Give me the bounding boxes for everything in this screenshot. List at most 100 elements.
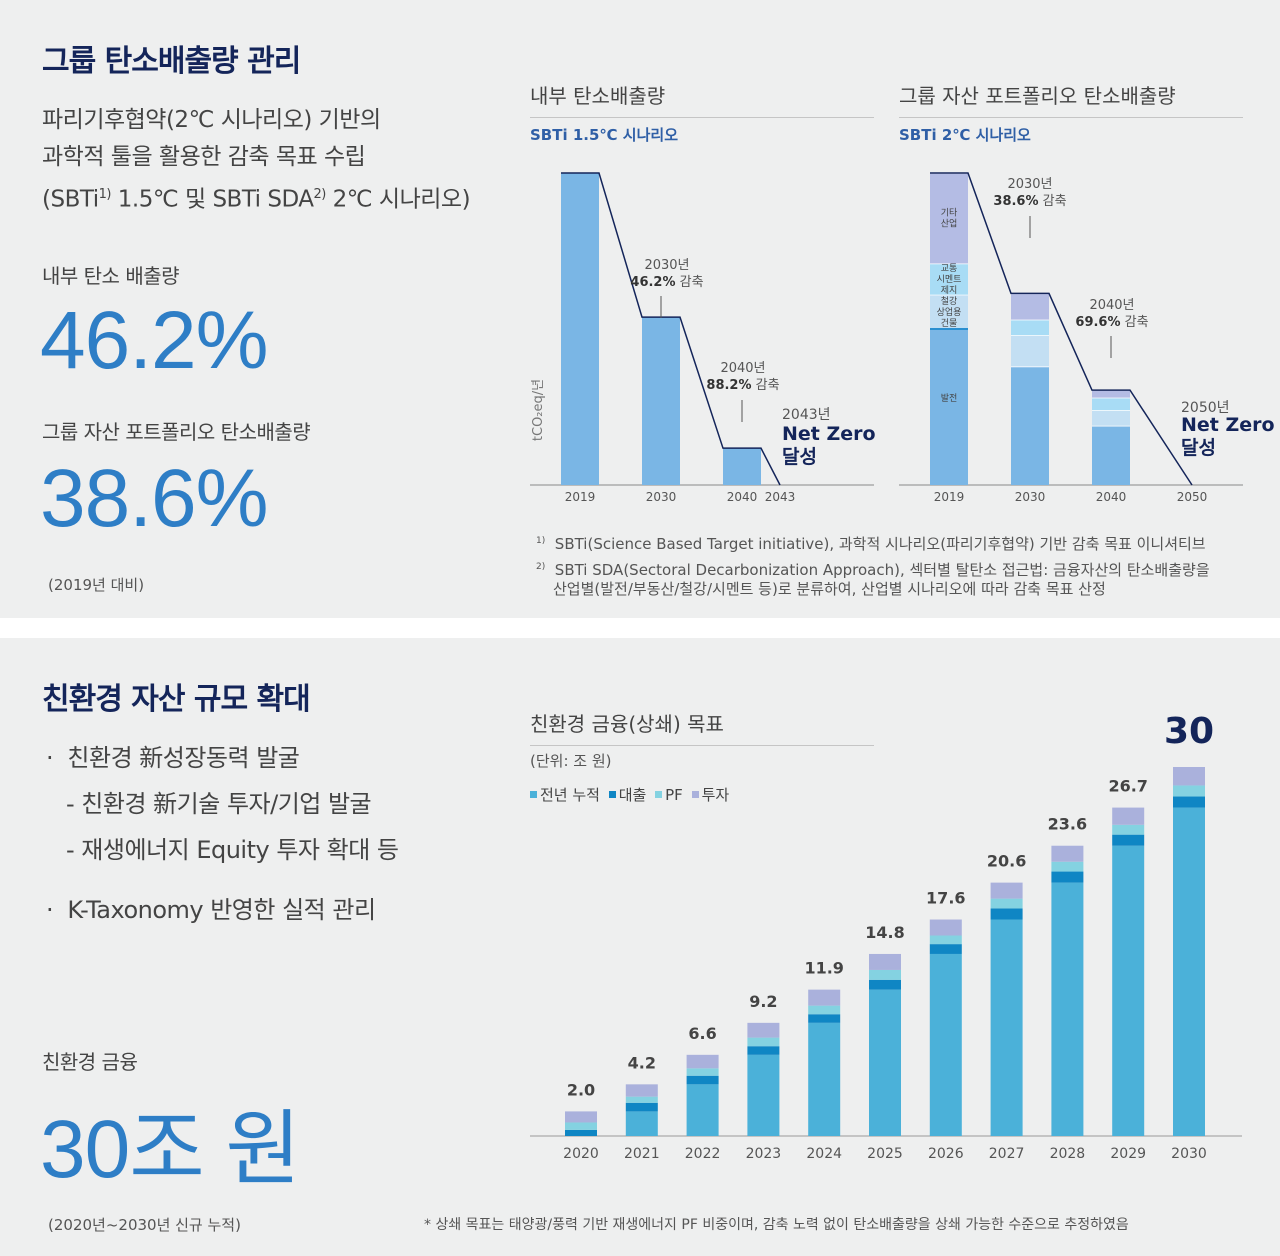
chart2-scenario: SBTi 2℃ 시나리오 [899,126,1031,144]
annotation-word: 감축 [1042,194,1067,209]
segment-label-steel: 상업용 [937,307,962,318]
chart3-total-label: 6.6 [688,1024,716,1043]
chart3-bar-segment [1051,861,1084,872]
footnote-1: 1) SBTi(Science Based Target initiative)… [536,530,1206,555]
green-finance-note: (2020년~2030년 신규 누적) [48,1216,241,1234]
subtitle-text: 2℃ 시나리오) [325,186,471,213]
chart2-tick: 2030 [1015,490,1046,504]
chart3-bar-segment [990,919,1023,1136]
chart3-tick: 2021 [624,1146,660,1162]
chart1-bar [723,448,761,485]
chart3-bar-segment [625,1084,658,1097]
subtitle-line-2: 과학적 툴을 활용한 감축 목표 수립 [42,144,366,170]
annotation-year: 2040년 [1089,298,1135,313]
chart3-svg: 2.0 2020 4.2 2021 6.6 2022 9.2 2023 11.9 2024 14.8… [530,711,1242,1162]
chart3-bar-segment [808,989,841,1006]
legend-label: PF [665,786,683,804]
chart2-bar-segment [1092,397,1130,411]
bullet-text: 친환경 新성장동력 발굴 [67,744,300,772]
chart3-bar-segment [1173,767,1205,786]
chart2-netzero: Net Zero 달성 [1181,414,1275,460]
chart2-trend-line [930,172,1193,486]
portfolio-emission-value: 38.6% [40,453,269,544]
bullet-dot: · [46,896,54,924]
chart3-bar-segment [1112,845,1145,1136]
chart3-bar-segment [686,1084,719,1136]
chart3-bar-segment [869,989,901,1136]
chart3-bar-segment [686,1054,719,1069]
chart3-bar-segment [747,1037,780,1047]
chart3-tick: 2025 [867,1146,903,1162]
chart1-annotation-2030: 2030년 46.2% 감축 [622,257,712,291]
segment-label-steel: 건물 [941,318,958,329]
chart3-bar-segment [808,1022,841,1136]
bullet-dot: · [46,744,54,772]
legend-item: PF [655,786,683,804]
chart3-bar-segment [565,1129,597,1136]
chart2-tick: 2050 [1177,490,1208,504]
chart3-legend: 전년 누적 대출 PF 투자 [530,784,733,805]
annotation-year: 2030년 [644,258,690,273]
chart3-bar-segment [625,1096,658,1103]
green-asset-panel: 친환경 자산 규모 확대 · 친환경 新성장동력 발굴 - 친환경 新기술 투자… [0,638,1280,1256]
netzero-line: 달성 [1181,437,1216,459]
netzero-line: 달성 [782,446,817,468]
chart3-bar-segment [869,969,901,980]
chart3-tick: 2027 [989,1146,1025,1162]
chart3-total-label: 26.7 [1108,777,1147,796]
annotation-word: 감축 [755,378,780,393]
annotation-year: 2040년 [720,361,766,376]
chart2-bar-segment [930,263,968,295]
chart3-total-label: 2.0 [567,1080,595,1099]
chart3-tick: 2030 [1171,1146,1207,1162]
segment-label-transport: 교통 [941,263,958,274]
chart1-bar [642,317,680,485]
chart3-bar-segment [565,1111,597,1123]
chart1-netzero-year: 2043년 [782,407,831,423]
chart3-tick: 2022 [685,1146,721,1162]
baseline-note: (2019년 대비) [48,576,145,594]
chart3-bar-segment [747,1054,780,1136]
annotation-pct: 38.6% [993,194,1039,209]
chart2-bar-segment [930,329,968,485]
footnote-2-cont: 산업별(발전/부동산/철강/시멘트 등)로 분류하여, 산업별 시나리오에 따라… [553,580,1106,598]
netzero-line: Net Zero [1181,414,1275,436]
legend-swatch [530,791,537,798]
chart3-total-label: 9.2 [749,992,777,1011]
footnote-text: SBTi(Science Based Target initiative), 과… [554,535,1206,553]
chart3-bar-segment [869,953,901,970]
legend-swatch [608,791,616,798]
chart2-tick: 2019 [934,490,965,504]
chart2-bar-segment [1011,319,1049,336]
footnote-ref: 1) [98,187,112,202]
chart3-bar-segment [1051,871,1084,883]
internal-emission-value: 46.2% [40,295,269,386]
chart3-bar-segment [747,1022,780,1038]
chart1-trend-line [561,172,781,486]
annotation-word: 감축 [679,275,704,290]
bullet-item: · K-Taxonomy 반영한 실적 관리 [46,890,376,925]
chart3-bar-segment [929,953,962,1136]
chart3-bar-segment [990,908,1023,920]
chart3-bar-segment [565,1122,597,1130]
chart1-netzero: Net Zero 달성 [782,423,876,469]
chart3-title: 친환경 금융(상쇄) 목표 [530,708,874,746]
chart3-bar-segment [1173,785,1205,797]
chart3-bar-segment [1112,807,1145,825]
chart3-bar-segment [625,1111,658,1136]
chart3-bar-segment [1112,834,1145,846]
chart3-bar-segment [929,944,962,954]
segment-label-etc: 기타 [941,208,958,219]
chart2-bar-segment [1092,390,1130,398]
footnote-number: 2) [536,562,546,572]
chart3-bar-segment [1051,882,1084,1136]
bullet-subitem: - 재생에너지 Equity 투자 확대 등 [66,836,399,864]
chart1-tick: 2019 [565,490,596,504]
chart3-bar-segment [929,919,962,936]
chart3-bar-segment [747,1046,780,1055]
chart2-netzero-year: 2050년 [1181,400,1230,416]
chart3-bar-segment [869,979,901,990]
chart2-bar-segment [930,173,968,264]
chart2-title: 그룹 자산 포트폴리오 탄소배출량 [899,80,1243,118]
